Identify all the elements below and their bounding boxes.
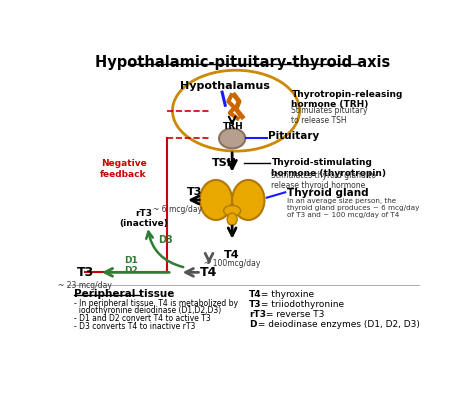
Text: Peripheral tissue: Peripheral tissue bbox=[74, 289, 175, 299]
Text: - In peripheral tissue, T4 is metabolized by: - In peripheral tissue, T4 is metabolize… bbox=[74, 299, 238, 308]
Text: iodothyronine deiodinase (D1,D2,D3): iodothyronine deiodinase (D1,D2,D3) bbox=[74, 306, 221, 315]
Text: D1
D2: D1 D2 bbox=[124, 256, 138, 275]
Text: T3: T3 bbox=[187, 187, 202, 197]
Text: rT3: rT3 bbox=[249, 310, 266, 319]
Ellipse shape bbox=[232, 180, 264, 220]
Text: TSH: TSH bbox=[212, 158, 237, 168]
Text: T3: T3 bbox=[249, 300, 262, 309]
Text: rT3
(inactive): rT3 (inactive) bbox=[119, 209, 168, 228]
Text: T3: T3 bbox=[76, 266, 94, 279]
Text: ~ 6 mcg/day: ~ 6 mcg/day bbox=[153, 206, 202, 214]
Text: Thyroid-stimulating
hormone (thyrotropin): Thyroid-stimulating hormone (thyrotropin… bbox=[272, 158, 386, 178]
Text: Hypothalamus: Hypothalamus bbox=[180, 81, 269, 91]
Text: = triiodothyronine: = triiodothyronine bbox=[258, 300, 345, 309]
Text: ~ 23 mcg/day: ~ 23 mcg/day bbox=[58, 281, 112, 290]
Text: D: D bbox=[249, 320, 256, 329]
Text: Thyroid gland: Thyroid gland bbox=[287, 188, 368, 198]
Ellipse shape bbox=[224, 206, 241, 216]
Text: = reverse T3: = reverse T3 bbox=[263, 310, 324, 319]
Text: = deiodinase enzymes (D1, D2, D3): = deiodinase enzymes (D1, D2, D3) bbox=[255, 320, 420, 329]
Text: Stimulates pituitary
to release TSH: Stimulates pituitary to release TSH bbox=[292, 106, 368, 126]
Ellipse shape bbox=[200, 180, 232, 220]
Text: - D1 and D2 convert T4 to active T3: - D1 and D2 convert T4 to active T3 bbox=[74, 314, 211, 323]
Text: Thyrotropin-releasing
hormone (TRH): Thyrotropin-releasing hormone (TRH) bbox=[292, 90, 403, 109]
Text: TRH: TRH bbox=[223, 122, 244, 131]
Text: T4: T4 bbox=[201, 266, 218, 279]
Ellipse shape bbox=[219, 128, 245, 148]
Text: = thyroxine: = thyroxine bbox=[258, 290, 314, 299]
Ellipse shape bbox=[227, 213, 237, 225]
Text: D3: D3 bbox=[158, 235, 173, 245]
Text: T4: T4 bbox=[249, 290, 262, 299]
Text: In an average size person, the
thyroid gland produces ~ 6 mcg/day
of T3 and ~ 10: In an average size person, the thyroid g… bbox=[287, 198, 419, 219]
Text: ~ 100mcg/day: ~ 100mcg/day bbox=[204, 259, 260, 268]
Text: Hypothalamic-pituitary-thyroid axis: Hypothalamic-pituitary-thyroid axis bbox=[95, 55, 391, 70]
Text: Pituitary: Pituitary bbox=[268, 131, 319, 141]
Text: T4: T4 bbox=[224, 250, 240, 260]
Text: Negative
feedback: Negative feedback bbox=[100, 160, 147, 179]
Text: Stimulates thyroid gland to
release thyroid hormone: Stimulates thyroid gland to release thyr… bbox=[272, 171, 376, 190]
Text: - D3 converts T4 to inactive rT3: - D3 converts T4 to inactive rT3 bbox=[74, 322, 196, 331]
